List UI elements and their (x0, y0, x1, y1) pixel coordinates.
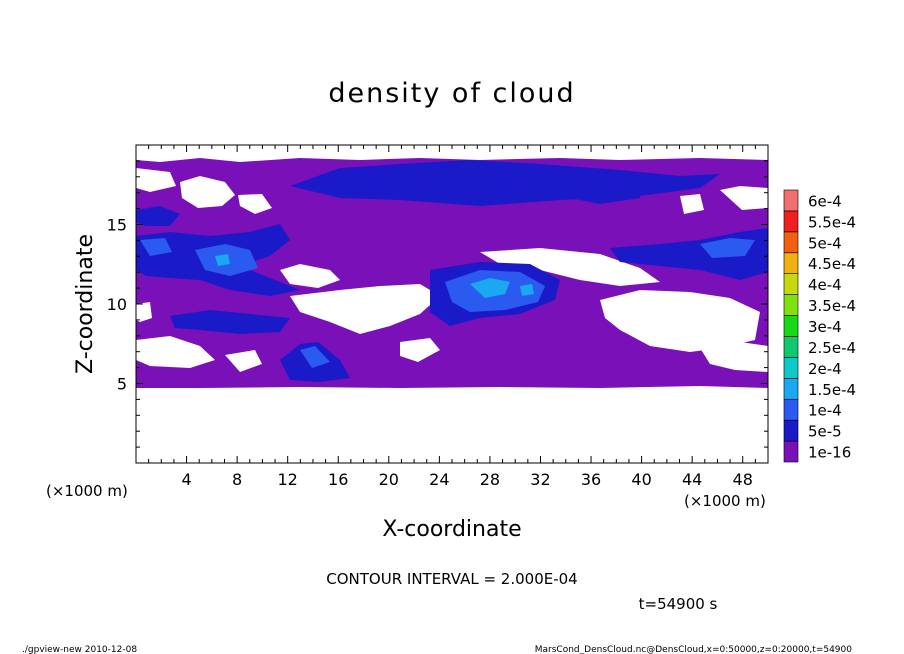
density-field (136, 158, 768, 388)
x-tick-label: 48 (733, 470, 753, 489)
x-tick-label: 24 (429, 470, 449, 489)
x-unit-left: (×1000 m) (46, 482, 128, 500)
footer-right: MarsCond_DensCloud.nc@DensCloud,x=0:5000… (535, 645, 852, 654)
colorbar-label: 3.5e-4 (808, 297, 856, 315)
colorbar-label: 1.5e-4 (808, 381, 856, 399)
colorbar-label: 3e-4 (808, 318, 842, 336)
colorbar-swatch (783, 210, 799, 233)
x-tick-label: 40 (631, 470, 651, 489)
colorbar-label: 6e-4 (808, 193, 842, 211)
colorbar-swatch (783, 357, 799, 379)
colorbar-label: 1e-16 (808, 444, 851, 462)
colorbar-label: 5.5e-4 (808, 213, 856, 231)
colorbar-label: 5e-4 (808, 234, 842, 252)
x-tick-label: 8 (232, 470, 242, 489)
x-tick-label: 16 (328, 470, 348, 489)
contour-interval: CONTOUR INTERVAL = 2.000E-04 (326, 570, 577, 588)
clear-air-regions (136, 168, 768, 372)
x-unit-right: (×1000 m) (684, 492, 766, 510)
x-tick-label: 28 (480, 470, 500, 489)
colorbar-label: 4e-4 (808, 276, 842, 294)
colorbar-swatch (783, 378, 799, 400)
x-tick-label: 20 (379, 470, 399, 489)
colorbar-label: 2.5e-4 (808, 339, 856, 357)
x-tick-label: 4 (181, 470, 191, 489)
x-tick-label: 12 (278, 470, 298, 489)
colorbar-swatch (783, 252, 799, 274)
y-tick-label: 15 (107, 216, 127, 235)
level-1.5e-4-regions (215, 254, 534, 298)
colorbar-swatch (783, 398, 799, 421)
colorbar-swatch (783, 336, 799, 358)
colorbar-swatch (783, 315, 799, 337)
colorbar-swatch (783, 273, 799, 295)
y-tick-label: 10 (107, 295, 127, 314)
y-tick-label: 5 (117, 375, 127, 394)
colorbar-swatch (783, 440, 799, 463)
time-label: t=54900 s (639, 595, 718, 613)
footer-left: ./gpview-new 2010-12-08 (22, 645, 137, 654)
x-axis: 4 8 12 16 20 24 28 32 36 40 44 48 (148, 145, 756, 489)
colorbar-label: 1e-4 (808, 402, 842, 420)
colorbar-swatch (783, 231, 799, 254)
colorbar: 1e-16 5e-5 1e-4 1.5e-4 2e-4 2.5e-4 3e-4 3.5e-4 4… (783, 189, 856, 463)
colorbar-swatch (783, 419, 799, 442)
y-axis-label: Z-coordinate (73, 234, 98, 374)
x-tick-label: 32 (530, 470, 550, 489)
x-tick-label: 44 (682, 470, 702, 489)
x-axis-label: X-coordinate (382, 517, 521, 542)
chart-title: density of cloud (328, 78, 575, 109)
colorbar-label: 5e-5 (808, 423, 842, 441)
colorbar-swatch (783, 294, 799, 316)
colorbar-label: 4.5e-4 (808, 255, 856, 273)
colorbar-label: 2e-4 (808, 360, 842, 378)
x-tick-label: 36 (581, 470, 601, 489)
colorbar-swatch (783, 189, 799, 212)
y-axis: 5 10 15 (107, 160, 768, 448)
